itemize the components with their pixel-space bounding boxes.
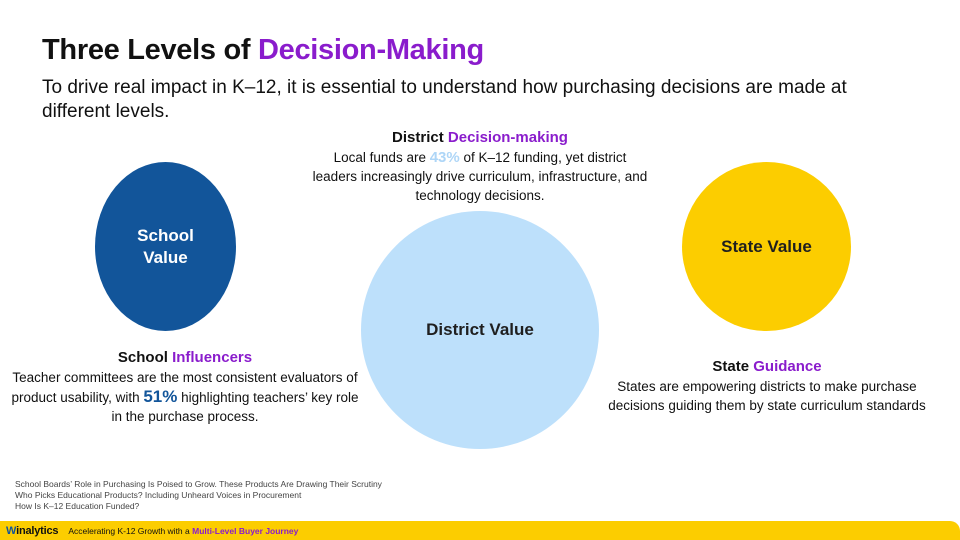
state-heading-plain: State <box>712 358 754 375</box>
school-heading-plain: School <box>117 349 173 366</box>
district-heading: District Decision-making <box>310 128 650 148</box>
source-reference: How Is K–12 Education Funded? <box>15 501 140 511</box>
school-text-before: Teacher committees are the most consiste… <box>11 370 358 405</box>
school-heading: School Influencers <box>10 348 360 368</box>
district-text-before: Local funds are <box>333 150 430 165</box>
school-value-label-line2: Value <box>143 247 188 267</box>
school-influencers-block: School Influencers Teacher committees ar… <box>10 348 360 426</box>
state-value-label: State Value <box>721 236 812 256</box>
state-heading: State Guidance <box>596 357 938 377</box>
district-text-after: of K–12 funding, yet district leaders in… <box>312 150 648 203</box>
state-guidance-block: State Guidance States are empowering dis… <box>596 357 938 415</box>
state-value-circle: State Value <box>682 162 851 331</box>
tagline-plain: Accelerating K-12 Growth with a <box>68 525 193 536</box>
title-prefix: Three Levels of <box>42 34 258 66</box>
slide-subtitle: To drive real impact in K–12, it is esse… <box>42 77 847 122</box>
footer-bar: Winalytics Accelerating K-12 Growth with… <box>0 521 960 540</box>
state-description: States are empowering districts to make … <box>608 379 926 413</box>
school-teacher-stat: 51% <box>143 387 178 406</box>
source-reference: School Boards’ Role in Purchasing Is Poi… <box>15 479 382 489</box>
logo-rest: inalytics <box>16 524 59 537</box>
district-heading-plain: District <box>392 129 448 146</box>
school-value-label: School Value <box>116 225 216 269</box>
title-accent: Decision-Making <box>258 34 484 66</box>
school-description: Teacher committees are the most consiste… <box>10 368 360 426</box>
tagline-accent: Multi-Level Buyer Journey <box>192 525 299 536</box>
school-text-after: highlighting teachers’ key role in the p… <box>111 390 359 424</box>
logo-w: W <box>6 524 17 537</box>
district-value-label: District Value <box>426 320 534 339</box>
district-description: Local funds are 43% of K–12 funding, yet… <box>310 148 650 205</box>
district-heading-accent: Decision-making <box>447 129 568 146</box>
district-value-circle: District Value <box>361 211 599 449</box>
school-value-label-line1: School <box>137 225 194 245</box>
school-value-circle: School Value <box>95 162 236 331</box>
slide-title: Three Levels of Decision-Making <box>42 34 484 67</box>
winalytics-logo: Winalytics <box>6 524 59 537</box>
school-heading-accent: Influencers <box>172 349 253 366</box>
district-funding-stat: 43% <box>429 149 460 166</box>
district-decision-block: District Decision-making Local funds are… <box>310 128 650 205</box>
footer-tagline: Accelerating K-12 Growth with a Multi-Le… <box>68 526 298 536</box>
state-heading-accent: Guidance <box>753 358 822 375</box>
source-reference: Who Picks Educational Products? Includin… <box>15 490 302 500</box>
source-references: School Boards’ Role in Purchasing Is Poi… <box>15 479 382 512</box>
